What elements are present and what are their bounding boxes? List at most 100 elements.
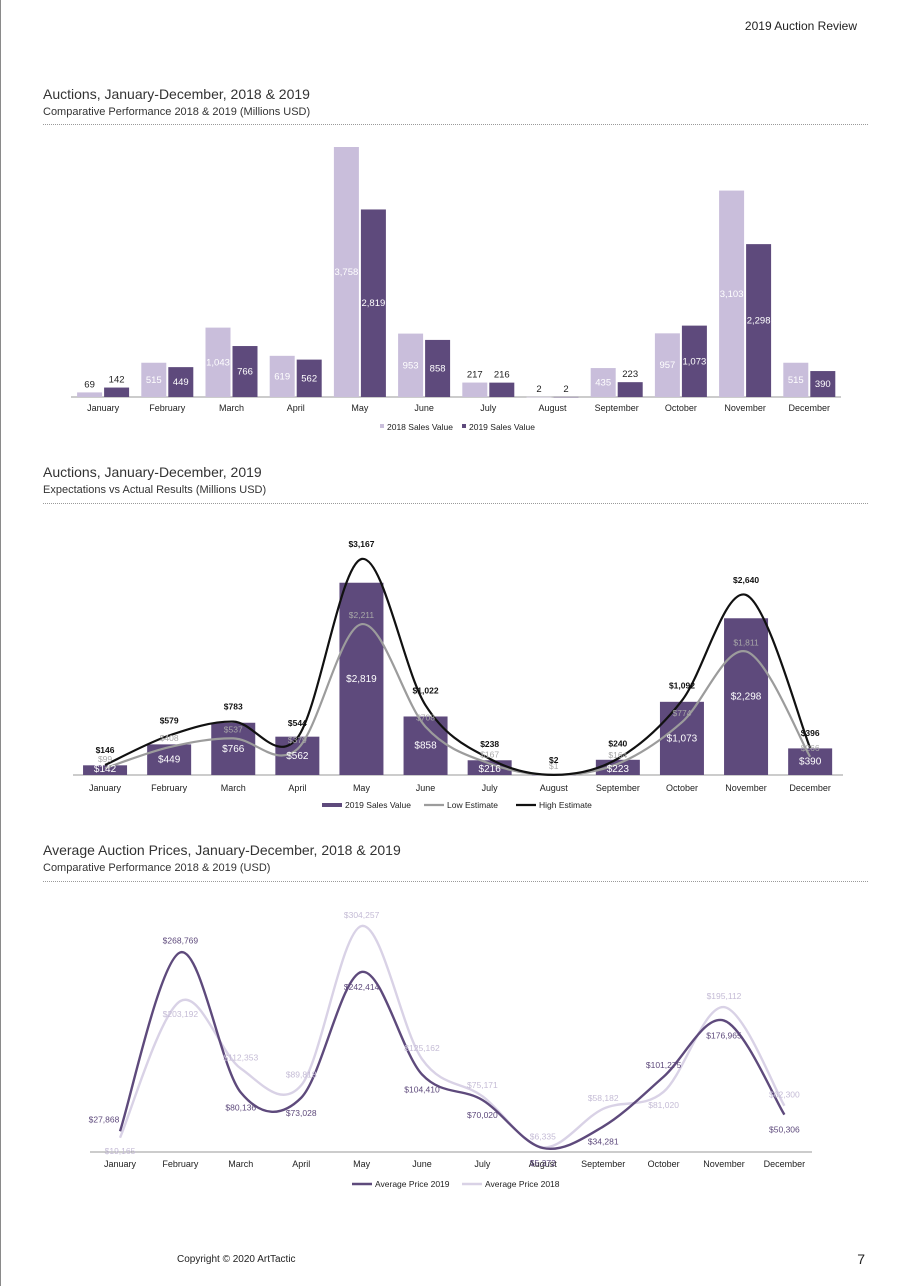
bar-2019-sales-may: [339, 582, 384, 775]
x-tick-june: June: [412, 1159, 432, 1169]
avg2019-label-april: $73,028: [286, 1108, 317, 1118]
avg2018-label-october: $81,020: [648, 1100, 679, 1110]
x-tick-may: May: [351, 403, 369, 413]
legend-label-average-price-2018: Average Price 2018: [485, 1179, 560, 1189]
x-tick-march: March: [219, 403, 244, 413]
line-high-estimate: [104, 557, 812, 776]
avg2018-label-april: $89,818: [286, 1069, 317, 1079]
high-label-august: $2: [549, 755, 559, 765]
bar-2019-sales-value-december: [810, 371, 836, 397]
avg2019-label-august: $5,372: [530, 1158, 556, 1168]
line-average-price-2018: [118, 924, 786, 1149]
bar-label-2019-sales-value-february: 449: [173, 377, 189, 388]
bar-label-2019-sales-value-july: 216: [494, 370, 510, 381]
bar-label-2018-sales-value-august: 2: [536, 384, 541, 395]
high-label-september: $240: [608, 739, 627, 749]
bar-2019-sales-value-march: [232, 346, 258, 397]
bar-2018-sales-value-november: [719, 190, 745, 397]
x-tick-march: March: [228, 1159, 253, 1169]
bar-label-2019-august: $2: [548, 764, 560, 775]
bar-2019-sales-march: [211, 722, 256, 775]
x-tick-november: November: [703, 1159, 745, 1169]
page-left-rule: [0, 0, 1, 1286]
bar-2019-sales-value-february: [168, 367, 194, 397]
avg2018-label-december: $62,300: [769, 1090, 800, 1100]
bar-label-2019-january: $142: [94, 764, 117, 775]
bar-label-2019-sales-value-april: 562: [301, 373, 317, 384]
bar-label-2019-sales-value-march: 766: [237, 367, 253, 378]
bar-label-2018-sales-value-may: 3,758: [335, 267, 359, 278]
x-tick-january: January: [89, 783, 122, 793]
bar-2019-sales-value-october: [681, 325, 707, 397]
bar-label-2019-june: $858: [414, 741, 437, 752]
footer-copyright: Copyright © 2020 ArtTactic: [177, 1254, 296, 1265]
chart1-plot: 69 142 January 515 449 February 1,043 766 March 6…: [71, 147, 841, 432]
bar-label-2019-sales-value-september: 223: [622, 369, 638, 380]
bar-label-2019-sales-value-november: 2,298: [747, 316, 771, 327]
avg2019-label-march: $80,136: [225, 1102, 256, 1112]
bar-label-2018-sales-value-september: 435: [595, 378, 611, 389]
bar-2019-sales-value-july: [489, 382, 515, 397]
x-tick-august: August: [540, 783, 569, 793]
low-label-january: $99: [98, 754, 112, 764]
x-tick-december: December: [789, 783, 831, 793]
legend-label-2018-sales-value: 2018 Sales Value: [387, 422, 453, 432]
avg2018-label-february: $203,192: [163, 1009, 199, 1019]
bar-label-2019-sales-value-may: 2,819: [362, 298, 386, 309]
avg2018-label-november: $195,112: [707, 991, 742, 1001]
bar-2019-sales-october: [659, 701, 704, 775]
bar-2018-sales-value-august: [526, 396, 552, 398]
bar-label-2019-sales-value-october: 1,073: [683, 356, 707, 367]
bar-label-2018-sales-value-january: 69: [84, 379, 95, 390]
x-tick-february: February: [149, 403, 186, 413]
high-label-february: $579: [160, 716, 179, 726]
bar-label-2018-sales-value-march: 1,043: [206, 357, 230, 368]
bar-2018-sales-value-may: [333, 147, 359, 397]
high-label-july: $238: [480, 739, 499, 749]
chart3-divider: [43, 881, 868, 882]
avg2019-label-september: $34,281: [588, 1137, 619, 1147]
high-label-january: $146: [96, 745, 115, 755]
x-tick-september: September: [596, 783, 640, 793]
legend-swatch-2018-sales-value: [380, 424, 384, 428]
avg2019-label-january: $27,868: [89, 1114, 120, 1124]
chart1-title: Auctions, January-December, 2018 & 2019: [43, 86, 310, 102]
chart3-plot: January February March April May June July Augu…: [89, 910, 812, 1189]
bar-label-2019-july: $216: [479, 764, 502, 775]
bar-2019-sales-value-may: [360, 209, 386, 397]
avg2018-label-march: $112,353: [223, 1053, 258, 1063]
x-tick-may: May: [353, 1159, 371, 1169]
avg2019-label-october: $101,275: [646, 1060, 682, 1070]
line-average-price-2019: [118, 951, 786, 1151]
chart1-subtitle: Comparative Performance 2018 & 2019 (Mil…: [43, 106, 311, 118]
low-label-february: $408: [160, 733, 179, 743]
bar-2019-sales-value-november: [746, 244, 772, 397]
bar-2018-sales-value-september: [590, 368, 616, 397]
bar-2018-sales-value-april: [269, 355, 295, 397]
bar-2019-sales-value-june: [425, 339, 451, 397]
low-label-april: $379: [288, 735, 307, 745]
avg2019-label-may: $242,414: [344, 982, 380, 992]
low-label-may: $2,211: [349, 610, 375, 620]
high-label-october: $1,092: [669, 681, 695, 691]
bar-2018-sales-value-march: [205, 327, 231, 397]
chart2-title: Auctions, January-December, 2019: [43, 464, 262, 480]
x-tick-november: November: [725, 783, 767, 793]
bar-label-2018-sales-value-december: 515: [788, 375, 804, 386]
bar-2019-sales-value-august: [553, 396, 579, 398]
x-tick-november: November: [724, 403, 766, 413]
high-label-may: $3,167: [348, 539, 374, 549]
avg2019-label-july: $70,020: [467, 1110, 498, 1120]
bar-2019-sales-february: [147, 744, 192, 775]
high-label-june: $1,022: [413, 685, 439, 695]
x-tick-july: July: [480, 403, 497, 413]
x-tick-february: February: [151, 783, 188, 793]
avg2018-label-may: $304,257: [344, 910, 380, 920]
chart2-divider: [43, 503, 868, 504]
x-tick-july: July: [482, 783, 499, 793]
x-tick-february: February: [162, 1159, 199, 1169]
bar-label-2018-sales-value-november: 3,103: [720, 289, 744, 300]
bar-label-2018-sales-value-july: 217: [467, 370, 483, 381]
bar-2019-sales-value-april: [296, 359, 322, 397]
bar-2018-sales-value-december: [783, 362, 809, 397]
